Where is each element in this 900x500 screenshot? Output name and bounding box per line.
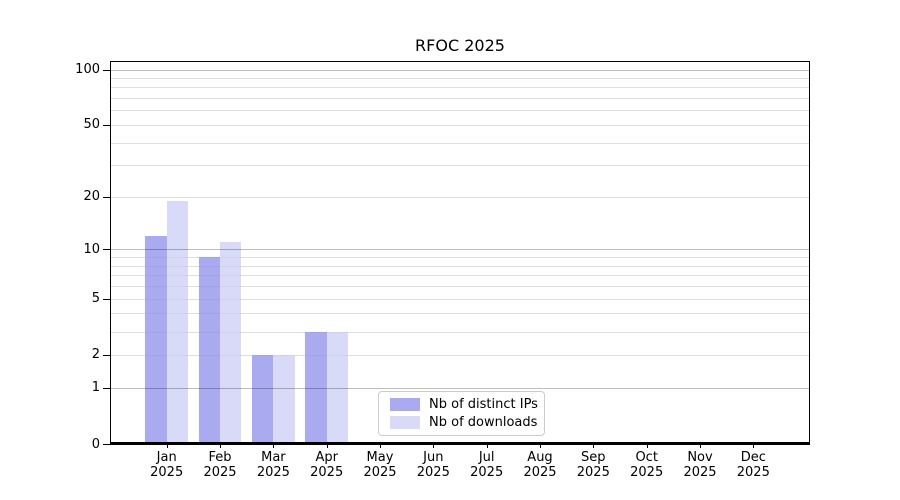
legend: Nb of distinct IPs Nb of downloads	[378, 391, 545, 436]
y-tick-mark	[103, 444, 110, 445]
minor-gridline	[110, 124, 810, 126]
y-tick-label: 100	[75, 62, 100, 77]
minor-gridline-overlay	[110, 165, 810, 167]
x-tick-mark	[166, 444, 168, 448]
minor-gridline-overlay	[110, 110, 810, 112]
bar-apr-downloads	[326, 331, 348, 444]
legend-label-downloads: Nb of downloads	[429, 414, 538, 430]
legend-item-downloads: Nb of downloads	[390, 414, 544, 430]
minor-gridline-overlay	[110, 257, 810, 259]
minor-gridline	[110, 165, 810, 167]
x-tick-mark	[220, 444, 221, 448]
legend-label-distinct-ips: Nb of distinct IPs	[429, 396, 538, 412]
minor-gridline	[110, 78, 810, 79]
minor-gridline-overlay	[110, 124, 810, 126]
x-tick-label: Feb 2025	[203, 450, 237, 480]
minor-gridline-overlay	[110, 331, 810, 333]
y-tick-label: 1	[91, 380, 100, 396]
y-tick-mark	[103, 124, 110, 126]
minor-gridline	[110, 87, 810, 89]
bar-jan-downloads	[166, 200, 188, 444]
bottom-spine	[110, 442, 810, 445]
y-tick-label: 20	[83, 189, 100, 205]
x-tick-label: May 2025	[363, 450, 397, 480]
top-spine	[110, 61, 810, 62]
bar-feb-distinct-ips	[198, 257, 220, 444]
y-tick-mark	[103, 249, 110, 251]
y-tick-label: 10	[83, 241, 100, 257]
y-tick-mark	[103, 196, 110, 198]
x-tick-mark	[593, 444, 595, 448]
x-tick-label: Sep 2025	[576, 450, 610, 480]
bar-jan-distinct-ips	[145, 235, 167, 444]
minor-gridline	[110, 142, 810, 144]
bar-mar-distinct-ips	[252, 354, 274, 444]
minor-gridline	[110, 313, 810, 315]
minor-gridline	[110, 196, 810, 198]
minor-gridline-overlay	[110, 78, 810, 79]
x-tick-label: Aug 2025	[523, 450, 557, 480]
minor-gridline	[110, 298, 810, 300]
x-tick-label: Jun 2025	[416, 450, 450, 480]
x-tick-label: Apr 2025	[310, 450, 344, 480]
x-tick-label: Jan 2025	[150, 450, 184, 480]
y-tick-mark	[103, 69, 110, 71]
minor-gridline-overlay	[110, 98, 810, 100]
x-tick-label: Nov 2025	[683, 450, 717, 480]
y-tick-label: 2	[91, 347, 100, 363]
minor-gridline	[110, 331, 810, 333]
y-tick-label: 0	[91, 436, 100, 452]
minor-gridline-overlay	[110, 87, 810, 89]
y-tick-label: 5	[91, 291, 100, 307]
bar-mar-downloads	[273, 354, 295, 444]
legend-swatch-distinct-ips	[390, 398, 420, 411]
x-tick-mark	[273, 444, 275, 448]
x-tick-label: Dec 2025	[736, 450, 770, 480]
y-tick-mark	[103, 354, 110, 356]
x-tick-mark	[326, 444, 328, 448]
y-tick-mark	[103, 298, 110, 300]
minor-gridline	[110, 257, 810, 259]
bar-apr-distinct-ips	[305, 331, 327, 444]
minor-gridline	[110, 98, 810, 100]
y-tick-label: 50	[83, 117, 100, 133]
minor-gridline-overlay	[110, 354, 810, 356]
x-tick-mark	[486, 444, 488, 448]
y-tick-mark	[103, 387, 110, 389]
bar-feb-downloads	[220, 242, 242, 444]
major-gridline	[110, 387, 810, 389]
minor-gridline	[110, 354, 810, 356]
x-tick-label: Oct 2025	[630, 450, 664, 480]
minor-gridline	[110, 265, 810, 267]
minor-gridline-overlay	[110, 265, 810, 267]
minor-gridline	[110, 286, 810, 288]
x-tick-mark	[433, 444, 435, 448]
chart-title: RFOC 2025	[415, 36, 505, 55]
minor-gridline-overlay	[110, 286, 810, 288]
x-tick-label: Mar 2025	[256, 450, 290, 480]
major-gridline	[110, 249, 810, 251]
x-tick-mark	[646, 444, 648, 448]
minor-gridline-overlay	[110, 142, 810, 144]
x-tick-mark	[540, 444, 541, 448]
minor-gridline-overlay	[110, 275, 810, 277]
x-tick-label: Jul 2025	[470, 450, 504, 480]
minor-gridline	[110, 275, 810, 277]
legend-item-distinct-ips: Nb of distinct IPs	[390, 396, 544, 412]
legend-swatch-downloads	[390, 416, 420, 429]
minor-gridline	[110, 110, 810, 112]
left-spine	[110, 61, 111, 444]
major-gridline	[110, 69, 810, 71]
x-tick-mark	[753, 444, 755, 448]
right-spine	[809, 61, 810, 444]
minor-gridline-overlay	[110, 298, 810, 300]
x-tick-mark	[380, 444, 381, 448]
minor-gridline-overlay	[110, 196, 810, 198]
minor-gridline-overlay	[110, 313, 810, 315]
x-tick-mark	[700, 444, 701, 448]
